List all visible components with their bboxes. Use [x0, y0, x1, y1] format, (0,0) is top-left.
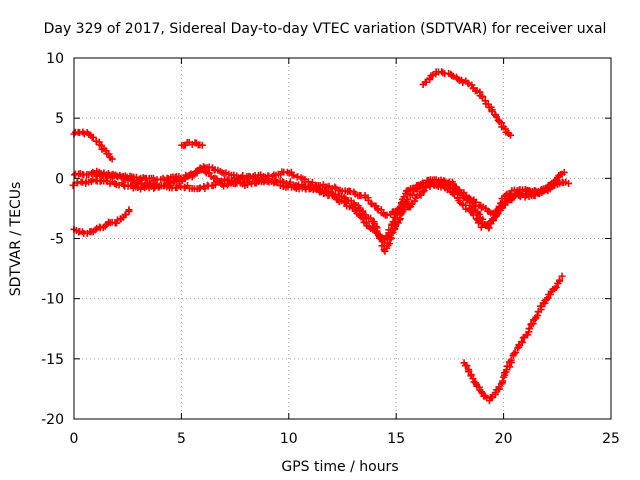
data-point-marker: [331, 183, 339, 191]
data-point-marker: [125, 206, 133, 214]
x-tick-label: 10: [280, 431, 298, 447]
data-point-marker: [150, 184, 158, 192]
data-point-marker: [290, 171, 298, 179]
x-tick-label: 20: [495, 431, 513, 447]
data-point-marker: [533, 312, 541, 320]
data-point-marker: [268, 172, 276, 180]
data-point-marker: [235, 174, 243, 182]
y-axis-label: SDTVAR / TECUs: [8, 182, 24, 297]
x-tick-label: 0: [70, 431, 79, 447]
data-point-marker: [556, 276, 564, 284]
data-point-marker: [472, 379, 480, 387]
data-point-marker: [463, 362, 471, 370]
data-point-marker: [511, 349, 519, 357]
data-point-marker: [171, 173, 179, 181]
data-point-marker: [565, 179, 573, 187]
data-point-marker: [217, 177, 225, 185]
data-point-marker: [220, 182, 228, 190]
y-tick-label: -10: [41, 292, 64, 308]
data-point-marker: [112, 219, 120, 227]
data-point-marker: [367, 199, 375, 207]
data-point-marker: [558, 272, 566, 280]
y-tick-label: -15: [41, 352, 64, 368]
data-point-marker: [469, 211, 477, 219]
series-arc-low-left: [70, 206, 133, 237]
data-point-marker: [518, 338, 526, 346]
y-tick-label: -20: [41, 412, 64, 428]
data-point-marker: [525, 325, 533, 333]
data-point-marker: [449, 189, 457, 197]
data-point-marker: [108, 155, 116, 163]
data-point-marker: [552, 283, 560, 291]
data-point-marker: [419, 188, 427, 196]
x-axis-label: GPS time / hours: [281, 459, 398, 475]
data-point-marker: [479, 93, 487, 101]
data-point-marker: [507, 131, 515, 139]
x-tick-label: 25: [602, 431, 620, 447]
y-tick-label: 0: [55, 171, 64, 187]
chart-title: Day 329 of 2017, Sidereal Day-to-day VTE…: [44, 21, 607, 37]
x-tick-label: 5: [177, 431, 186, 447]
data-point-marker: [449, 72, 457, 80]
data-point-marker: [347, 202, 355, 210]
data-point-marker: [408, 190, 416, 198]
data-point-marker: [507, 356, 515, 364]
data-point-marker: [316, 182, 324, 190]
data-point-marker: [394, 219, 402, 227]
y-tick-label: 10: [46, 51, 64, 67]
data-point-marker: [499, 377, 507, 385]
series-arc-top-left: [70, 128, 116, 163]
data-point-marker: [294, 173, 302, 181]
series-main-band-c: [92, 163, 561, 219]
data-point-marker: [468, 81, 476, 89]
y-tick-label: 5: [55, 111, 64, 127]
data-point-marker: [105, 150, 113, 158]
data-point-marker: [198, 141, 206, 149]
data-point-marker: [400, 205, 408, 213]
grid: [74, 58, 611, 419]
data-point-marker: [135, 175, 143, 183]
data-point-marker: [367, 214, 375, 222]
axis-ticks: 0 5 10 15 20 25 -20 -15 -10 -5 0 5 10: [41, 51, 620, 447]
data-point-marker: [359, 214, 367, 222]
series-arc-bottom-right: [460, 272, 566, 405]
data-point-marker: [477, 388, 485, 396]
data-point-marker: [383, 211, 391, 219]
data-point-marker: [445, 185, 453, 193]
data-point-marker: [469, 375, 477, 383]
data-point-marker: [286, 178, 294, 186]
data-point-marker: [537, 303, 545, 311]
data-point-marker: [89, 133, 97, 141]
data-point-marker: [510, 192, 518, 200]
data-point-marker: [120, 181, 128, 189]
series-blob-6h: [178, 138, 206, 150]
data-point-marker: [341, 199, 349, 207]
data-point-marker: [69, 181, 77, 189]
y-tick-label: -5: [50, 232, 64, 248]
data-point-marker: [560, 168, 568, 176]
data-point-marker: [553, 177, 561, 185]
data-point-marker: [472, 198, 480, 206]
data-points: [69, 68, 573, 405]
x-tick-label: 15: [387, 431, 405, 447]
series-arc-top-right: [419, 68, 515, 139]
